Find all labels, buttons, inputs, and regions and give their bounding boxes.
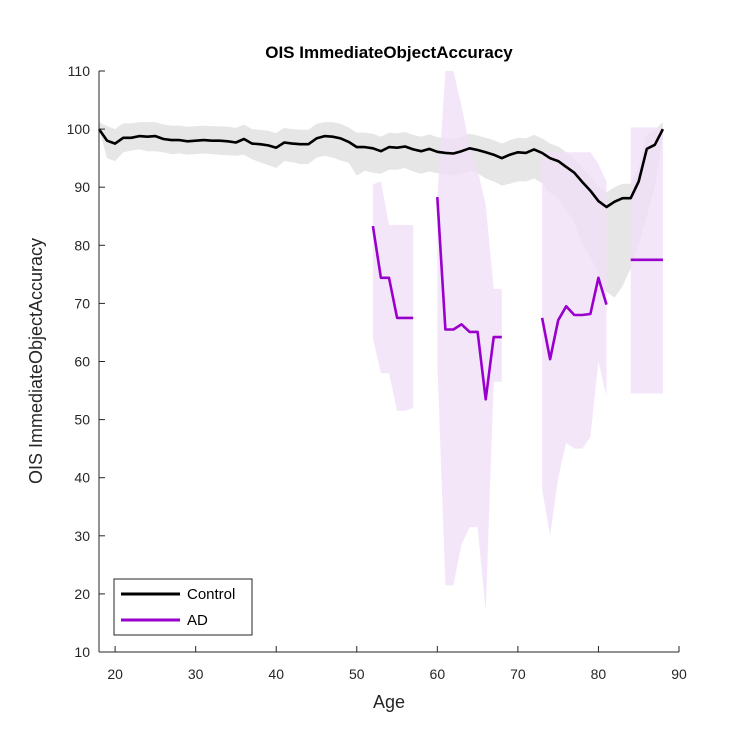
y-tick-label: 70 (74, 295, 90, 311)
legend-label-control: Control (187, 586, 235, 603)
x-tick-label: 20 (107, 666, 123, 682)
x-tick-label: 80 (591, 666, 607, 682)
y-axis-title: OIS ImmediateObjectAccuracy (26, 238, 46, 484)
y-tick-label: 100 (67, 121, 91, 137)
y-tick-label: 20 (74, 586, 90, 602)
y-tick-label: 10 (74, 644, 90, 660)
series-lines (97, 128, 665, 401)
legend-label-ad: AD (187, 612, 208, 629)
legend-box (113, 578, 253, 636)
ad-line-segment-3 (540, 276, 608, 361)
x-tick-label: 70 (510, 666, 526, 682)
x-tick-label: 40 (268, 666, 284, 682)
y-ticks: 10 20 30 40 50 60 70 80 90 100 110 (67, 63, 105, 660)
y-tick-label: 80 (74, 237, 90, 253)
chart-title: OIS ImmediateObjectAccuracy (265, 43, 513, 62)
control-line (97, 128, 665, 209)
y-tick-label: 50 (74, 412, 90, 428)
y-tick-label: 30 (74, 528, 90, 544)
y-tick-label: 90 (74, 179, 90, 195)
x-tick-label: 50 (349, 666, 365, 682)
x-ticks: 20 30 40 50 60 70 80 90 (107, 646, 687, 682)
x-tick-label: 60 (430, 666, 446, 682)
legend: Control AD (113, 578, 253, 636)
control-confidence-band (99, 122, 663, 298)
ad-line-segment-1 (371, 225, 414, 320)
confidence-bands (99, 71, 663, 612)
x-axis-title: Age (373, 692, 405, 712)
ad-confidence-band-3 (542, 152, 607, 536)
y-tick-label: 60 (74, 354, 90, 370)
ad-line-segment-2 (436, 197, 502, 401)
y-tick-label: 110 (68, 63, 91, 79)
x-tick-label: 90 (671, 666, 687, 682)
x-tick-label: 30 (188, 666, 204, 682)
y-tick-label: 40 (74, 470, 90, 486)
ad-confidence-band-2 (437, 71, 502, 612)
